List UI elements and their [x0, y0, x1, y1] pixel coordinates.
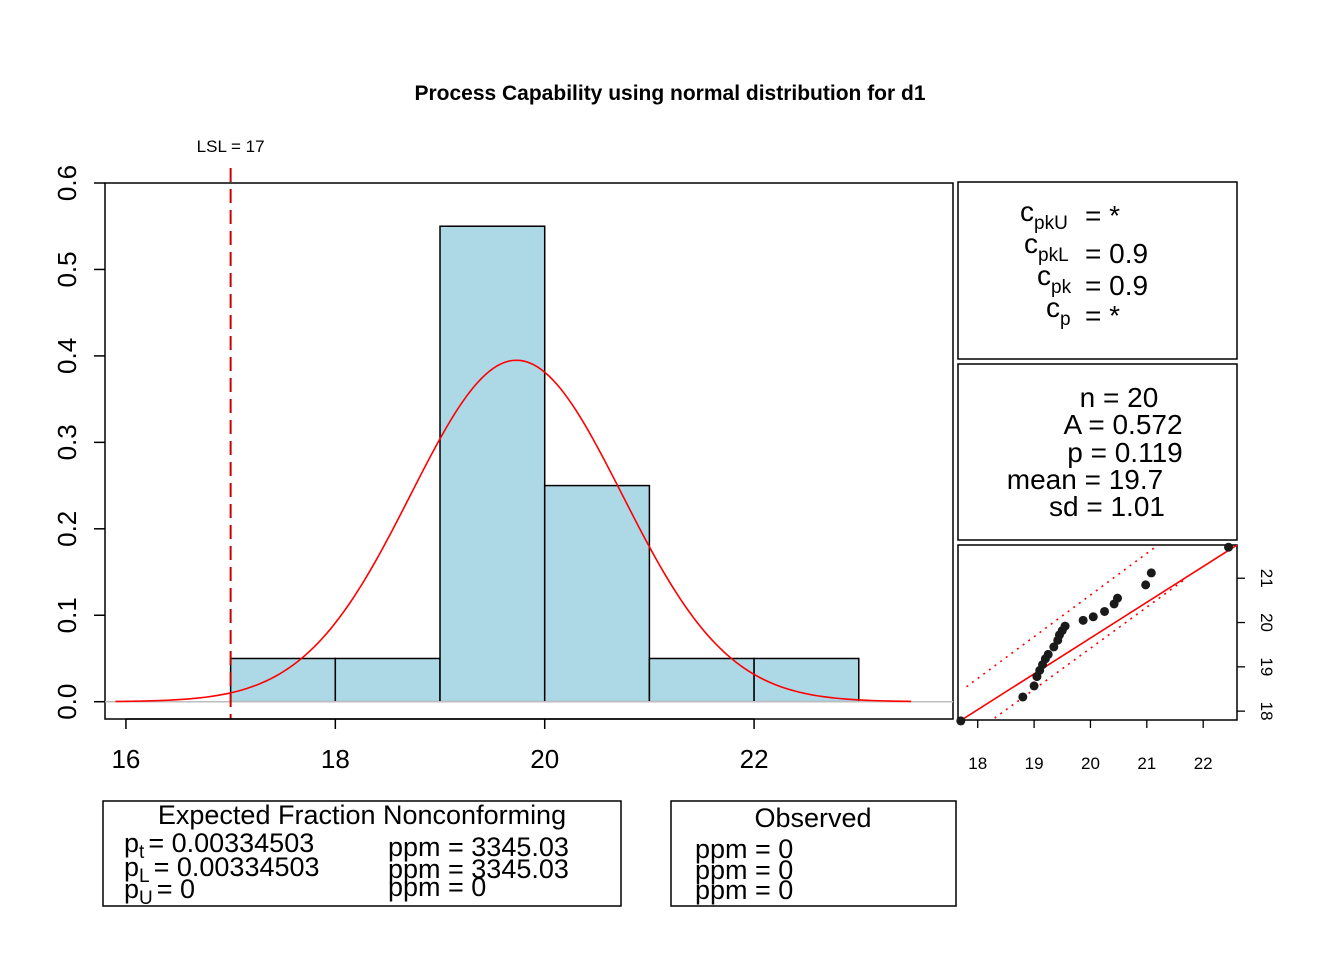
capability-indices-box: cpkU = * cpkL = 0.9 cpk = 0.9 cp = *	[957, 181, 1238, 360]
qq-y-tick-label: 19	[1257, 657, 1276, 676]
y-tick-label: 0.1	[52, 597, 82, 633]
qq-reference-lines	[959, 545, 1237, 720]
qq-point	[1018, 692, 1028, 702]
observed-ppm-total: ppm = 0	[695, 834, 793, 864]
observed-frame	[670, 800, 957, 907]
expected-title: Expected Fraction Nonconforming	[158, 800, 566, 830]
stat-sd: sd = 1.01	[1049, 491, 1165, 522]
qq-points	[956, 542, 1234, 726]
statistics-box: n = 20 A = 0.572 p = 0.119 mean = 19.7 s…	[957, 363, 1238, 541]
expected-nonconforming-box: Expected Fraction Nonconforming pt = 0.00…	[102, 800, 622, 909]
cpk-index: cpk = 0.9	[1037, 260, 1148, 301]
histogram-bar-4	[543, 484, 651, 703]
histogram-bar-1	[229, 657, 337, 703]
pt-label: pt = 0.00334503	[124, 828, 314, 863]
qq-x-tick-label: 20	[1081, 754, 1100, 773]
observed-ppm-upper: ppm = 0	[695, 875, 793, 905]
cpkl-symbol: cpkL	[1024, 228, 1069, 266]
qq-y-tick-label: 21	[1257, 569, 1276, 588]
histogram-bar-3	[439, 225, 546, 703]
cpku-index: cpkU = *	[1020, 196, 1120, 234]
qq-point	[1146, 568, 1156, 578]
histogram-y-axis: 0.0 0.1 0.2 0.3 0.4 0.5 0.6	[52, 165, 105, 720]
qq-point	[1029, 681, 1039, 691]
observed-title: Observed	[754, 803, 871, 833]
ppm-total: ppm = 3345.03	[388, 832, 569, 862]
cpku-value: = *	[1085, 200, 1120, 231]
cp-index: cp = *	[1046, 292, 1120, 331]
qq-point	[1060, 621, 1070, 631]
chart-title: Process Capability using normal distribu…	[414, 82, 925, 105]
ppm-lower: ppm = 3345.03	[388, 854, 569, 884]
stat-mean: mean = 19.7	[1007, 464, 1163, 495]
indices-frame	[957, 181, 1238, 360]
cp-value: = *	[1085, 300, 1120, 331]
expected-frame	[102, 800, 622, 907]
histogram-bar-2	[334, 657, 441, 703]
cpk-symbol: cpk	[1037, 260, 1072, 298]
qq-point	[1113, 593, 1123, 603]
cpkl-index: cpkL = 0.9	[1024, 228, 1148, 269]
qq-point	[1078, 615, 1088, 625]
qq-point	[956, 716, 966, 726]
qq-point	[1043, 649, 1053, 659]
histogram-bar-5	[648, 657, 755, 703]
x-tick-label: 18	[321, 744, 350, 774]
histogram-x-axis: 16 18 20 22	[111, 718, 769, 774]
stat-p: p = 0.119	[1067, 437, 1182, 468]
pu-label: pU = 0	[124, 874, 195, 909]
pl-label: pL = 0.00334503	[124, 852, 320, 887]
statistics-frame	[957, 363, 1238, 541]
qq-point	[1100, 606, 1110, 616]
cpk-value: = 0.9	[1085, 270, 1148, 301]
observed-box: Observed ppm = 0 ppm = 0 ppm = 0	[670, 800, 957, 907]
stat-n: n = 20	[1080, 382, 1159, 413]
qq-x-axis: 18 19 20 21 22	[968, 720, 1213, 773]
histogram-bars	[229, 225, 860, 703]
cpku-symbol: cpkU	[1020, 196, 1068, 234]
x-tick-label: 22	[740, 744, 769, 774]
stat-a: A = 0.572	[1063, 409, 1182, 440]
qq-y-tick-label: 20	[1257, 613, 1276, 632]
qq-x-tick-label: 19	[1025, 754, 1044, 773]
y-tick-label: 0.4	[52, 338, 82, 374]
y-tick-label: 0.0	[52, 684, 82, 720]
lsl-label: LSL = 17	[197, 137, 265, 156]
qq-x-tick-label: 22	[1194, 754, 1213, 773]
histogram-panel: LSL = 17 16 18 20 22 0.0 0.1 0.2 0.3 0.4 0.5 0.6	[52, 137, 954, 774]
histogram-bar-6	[753, 657, 860, 703]
qq-frame	[957, 544, 1238, 721]
qq-y-axis: 18 19 20 21	[1237, 569, 1276, 721]
x-tick-label: 20	[530, 744, 559, 774]
y-tick-label: 0.5	[52, 251, 82, 287]
observed-ppm-lower: ppm = 0	[695, 855, 793, 885]
qq-lower-band	[990, 579, 1184, 720]
cpkl-value: = 0.9	[1085, 238, 1148, 269]
qq-y-tick-label: 18	[1257, 702, 1276, 721]
ppm-upper: ppm = 0	[388, 872, 486, 902]
qq-point	[1088, 612, 1098, 622]
y-tick-label: 0.2	[52, 511, 82, 547]
cp-symbol: cp	[1046, 292, 1071, 330]
y-tick-label: 0.3	[52, 424, 82, 460]
qq-point	[1224, 542, 1234, 552]
y-tick-label: 0.6	[52, 165, 82, 201]
qq-fit-line	[959, 545, 1237, 720]
qq-upper-band	[965, 545, 1159, 688]
qq-plot-panel: 18 19 20 21 22 18 19 20 21	[956, 542, 1276, 773]
qq-point	[1141, 580, 1151, 590]
qq-x-tick-label: 18	[968, 754, 987, 773]
qq-point	[1049, 642, 1059, 652]
qq-x-tick-label: 21	[1137, 754, 1156, 773]
x-tick-label: 16	[111, 744, 140, 774]
normal-density-curve	[115, 359, 912, 703]
